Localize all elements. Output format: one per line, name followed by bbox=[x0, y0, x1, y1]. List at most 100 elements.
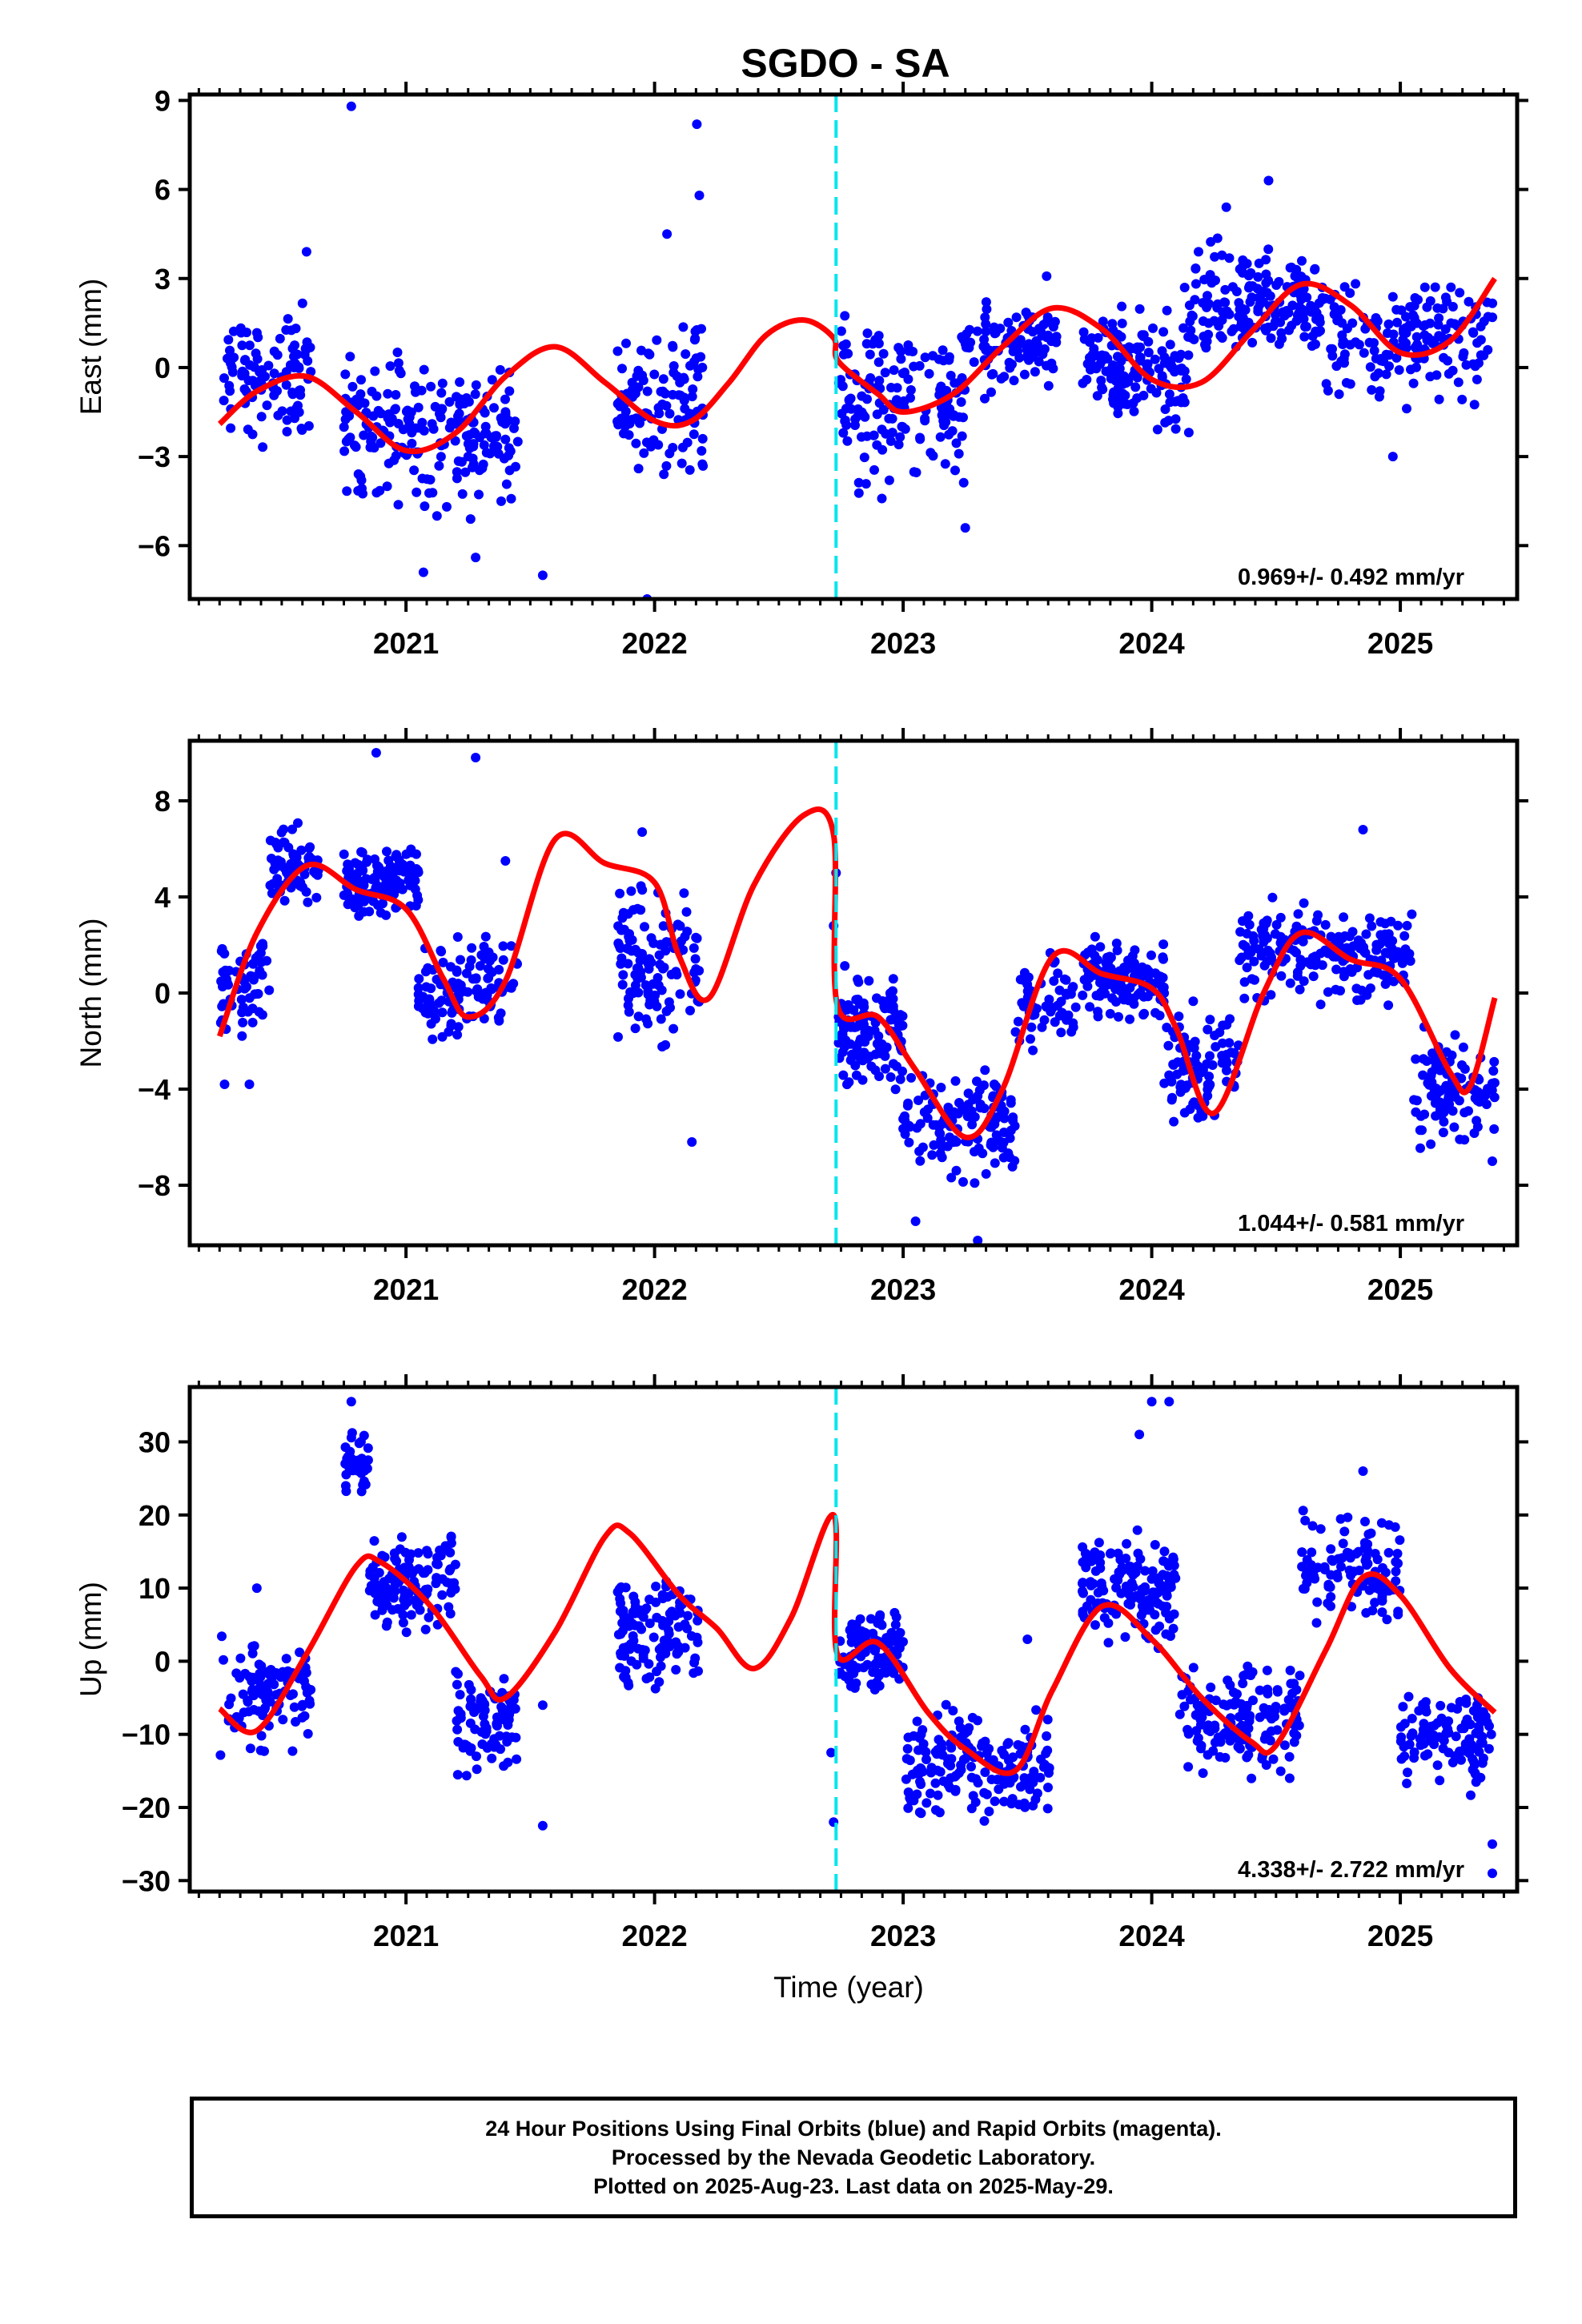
east-data-point bbox=[1109, 388, 1119, 398]
up-x-tick-label: 2022 bbox=[621, 1920, 687, 1952]
up-data-point bbox=[868, 1628, 878, 1638]
east-data-point bbox=[251, 348, 261, 359]
north-x-tick-label: 2022 bbox=[621, 1273, 687, 1306]
north-data-point bbox=[680, 931, 690, 942]
east-data-point bbox=[1384, 361, 1394, 372]
north-data-point bbox=[274, 861, 283, 871]
east-data-point bbox=[1166, 356, 1176, 367]
up-data-point bbox=[1294, 1720, 1304, 1731]
up-data-point bbox=[1236, 1699, 1247, 1709]
up-data-point bbox=[916, 1763, 926, 1774]
up-data-point bbox=[245, 1743, 255, 1754]
north-data-point bbox=[1010, 1156, 1020, 1166]
north-data-point bbox=[1389, 953, 1399, 963]
east-data-point bbox=[1042, 332, 1052, 343]
east-data-point bbox=[697, 362, 708, 372]
up-data-point bbox=[1285, 1665, 1295, 1675]
east-data-point bbox=[1391, 352, 1402, 363]
east-data-point bbox=[223, 335, 234, 345]
up-data-point bbox=[1335, 1514, 1346, 1524]
east-data-point bbox=[289, 352, 299, 362]
east-data-point bbox=[642, 386, 652, 396]
east-data-point bbox=[969, 357, 979, 368]
up-outlier-point bbox=[1488, 1868, 1497, 1879]
north-data-point bbox=[446, 962, 456, 972]
east-x-tick-label: 2024 bbox=[1118, 627, 1185, 660]
east-data-point bbox=[687, 392, 697, 402]
north-data-point bbox=[862, 1053, 873, 1063]
north-data-point bbox=[1275, 912, 1286, 923]
north-data-point bbox=[970, 1147, 979, 1157]
east-data-point bbox=[407, 438, 417, 448]
north-data-point bbox=[1331, 984, 1341, 995]
up-data-point bbox=[1271, 1702, 1281, 1711]
north-data-point bbox=[875, 1048, 885, 1059]
north-data-point bbox=[236, 995, 247, 1005]
up-data-point bbox=[896, 1638, 906, 1649]
east-data-point bbox=[980, 312, 990, 323]
up-data-point bbox=[1170, 1573, 1181, 1583]
north-data-point bbox=[897, 1066, 907, 1076]
up-data-point bbox=[644, 1618, 655, 1629]
up-data-point bbox=[302, 1687, 312, 1698]
east-data-point bbox=[1476, 321, 1486, 332]
east-data-point bbox=[659, 469, 669, 480]
up-data-point bbox=[1030, 1795, 1041, 1804]
up-outlier-point bbox=[251, 1583, 262, 1594]
up-data-point bbox=[1198, 1768, 1208, 1779]
east-data-point bbox=[426, 381, 436, 392]
east-data-point bbox=[500, 394, 510, 404]
up-data-point bbox=[234, 1713, 244, 1723]
east-data-point bbox=[1400, 323, 1411, 333]
east-data-point bbox=[899, 397, 909, 408]
up-data-point bbox=[1377, 1607, 1387, 1618]
east-data-point bbox=[409, 465, 420, 476]
up-data-point bbox=[362, 1463, 372, 1474]
north-data-point bbox=[303, 897, 313, 907]
north-data-point bbox=[664, 997, 674, 1007]
north-data-point bbox=[1276, 971, 1287, 981]
north-data-point bbox=[373, 900, 383, 911]
up-data-point bbox=[984, 1807, 994, 1816]
up-data-point bbox=[1006, 1799, 1017, 1809]
east-data-point bbox=[660, 388, 670, 399]
up-data-point bbox=[477, 1695, 488, 1706]
up-data-point bbox=[1151, 1587, 1162, 1598]
up-data-point bbox=[247, 1676, 257, 1687]
up-data-point bbox=[487, 1753, 497, 1763]
up-data-point bbox=[1345, 1553, 1355, 1563]
east-data-point bbox=[1483, 312, 1493, 322]
up-data-point bbox=[933, 1765, 942, 1775]
north-data-point bbox=[981, 1168, 991, 1179]
north-data-point bbox=[681, 907, 692, 917]
up-data-point bbox=[1210, 1723, 1220, 1734]
north-outlier-point bbox=[500, 856, 511, 866]
east-data-point bbox=[411, 387, 420, 397]
north-data-point bbox=[967, 1120, 978, 1130]
up-data-point bbox=[299, 1711, 310, 1721]
up-data-point bbox=[956, 1760, 966, 1771]
east-data-point bbox=[1183, 428, 1194, 438]
up-data-point bbox=[1105, 1549, 1115, 1559]
up-data-point bbox=[287, 1746, 298, 1756]
east-data-point bbox=[859, 452, 869, 463]
east-data-point bbox=[1401, 343, 1411, 353]
north-data-point bbox=[1250, 943, 1260, 953]
up-data-point bbox=[1090, 1620, 1100, 1630]
up-data-point bbox=[1477, 1731, 1488, 1742]
north-data-point bbox=[1259, 923, 1269, 934]
up-data-point bbox=[620, 1582, 631, 1593]
east-data-point bbox=[1034, 356, 1044, 367]
north-data-point bbox=[632, 963, 642, 973]
east-data-point bbox=[1122, 400, 1133, 409]
east-data-point bbox=[837, 408, 847, 419]
north-data-point bbox=[888, 986, 897, 996]
up-data-point bbox=[846, 1637, 857, 1647]
up-data-point bbox=[979, 1815, 990, 1826]
east-y-axis-label: East (mm) bbox=[74, 279, 107, 416]
up-data-point bbox=[363, 1443, 373, 1454]
up-x-tick-label: 2023 bbox=[870, 1920, 936, 1952]
up-data-point bbox=[1421, 1697, 1431, 1707]
up-outlier-point bbox=[1358, 1466, 1368, 1476]
east-data-point bbox=[1152, 424, 1162, 435]
